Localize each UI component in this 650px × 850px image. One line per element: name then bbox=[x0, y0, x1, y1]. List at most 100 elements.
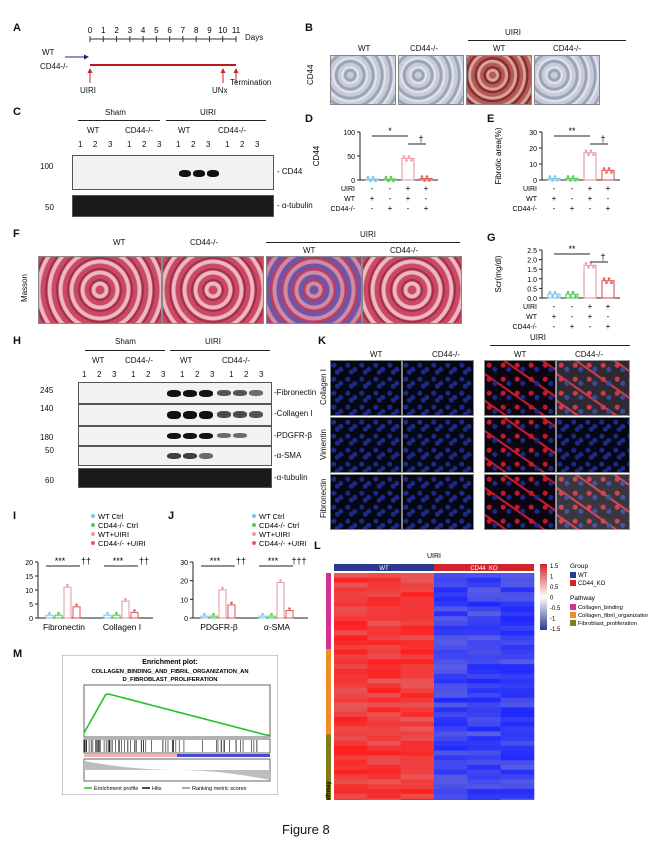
gsea-subtitle-2: D_FIBROBLAST_PROLIFERATION bbox=[123, 677, 218, 683]
data-point bbox=[610, 171, 613, 174]
heatmap-cell bbox=[334, 606, 368, 612]
lane-number: 3 bbox=[112, 370, 117, 379]
group-bar-ko bbox=[434, 564, 534, 571]
y-tick-label: 30 bbox=[180, 560, 188, 567]
heatmap-cell bbox=[434, 769, 468, 775]
factor-sign: - bbox=[371, 204, 374, 213]
lane-number: 1 bbox=[225, 140, 230, 149]
legend-group-title: Group bbox=[570, 563, 588, 570]
masson-col-wt1: WT bbox=[113, 238, 126, 247]
masson-row-label: Masson bbox=[20, 273, 29, 302]
heatmap-cell bbox=[400, 755, 435, 761]
data-point bbox=[387, 179, 390, 183]
category-label: Fibronectin bbox=[43, 622, 85, 632]
timeline-day-label: 3 bbox=[128, 26, 133, 35]
data-point bbox=[548, 175, 552, 178]
heatmap-cell bbox=[500, 726, 535, 732]
factor-row-label: UIRI bbox=[341, 186, 355, 193]
bar bbox=[601, 280, 615, 299]
y-axis-label: Fibrotic area(%) bbox=[494, 127, 503, 184]
factor-sign: + bbox=[424, 184, 429, 193]
if-uiri-label: UIRI bbox=[530, 333, 546, 342]
heatmap-cell bbox=[334, 582, 368, 588]
y-tick-label: 0.5 bbox=[527, 286, 537, 293]
heatmap-cell bbox=[400, 587, 435, 593]
legend-label: CD44-/- Ctrl bbox=[98, 521, 138, 530]
ihc-col-ko1: CD44-/- bbox=[410, 44, 439, 53]
y-tick-label: 10 bbox=[529, 162, 537, 169]
if-col-ko1: CD44-/- bbox=[432, 350, 461, 359]
heatmap-cell bbox=[400, 573, 435, 579]
bar bbox=[383, 178, 397, 181]
heatmap-cell bbox=[367, 731, 401, 737]
heatmap-cell bbox=[500, 587, 535, 593]
heatmap-cell bbox=[467, 587, 501, 593]
blotc-band-tubulin: - α-tubulin bbox=[277, 201, 313, 210]
event-termination: Termination bbox=[230, 78, 272, 87]
heatmap-cell bbox=[467, 769, 501, 775]
data-point bbox=[420, 175, 424, 178]
data-point bbox=[288, 607, 291, 610]
heatmap-cell bbox=[500, 731, 535, 737]
masson-uiri-label: UIRI bbox=[360, 230, 376, 239]
panel-label-m: M bbox=[13, 648, 23, 660]
heatmap-cell bbox=[434, 798, 468, 800]
heatmap-l: UIRI WT CD44_KO Pathway 1.5 1 0.5 0 -0.5 -1 -1.5 Gr… bbox=[326, 553, 648, 800]
lane-number: 1 bbox=[180, 370, 185, 379]
ihc-uiri-label: UIRI bbox=[505, 28, 521, 37]
heatmap-cell bbox=[434, 784, 468, 790]
ihc-col-ko2: CD44-/- bbox=[553, 44, 582, 53]
factor-sign: - bbox=[571, 312, 574, 321]
heatmap-cell bbox=[434, 741, 468, 747]
heatmap-cell bbox=[467, 640, 501, 646]
data-point bbox=[75, 603, 78, 607]
heatmap-cell bbox=[400, 789, 435, 795]
heatmap-cell bbox=[467, 606, 501, 612]
if-row-fibronectin: Fibronectin bbox=[319, 478, 328, 518]
if-col-wt1: WT bbox=[370, 350, 383, 359]
lane-number: 2 bbox=[142, 140, 147, 149]
heatmap-cell bbox=[500, 664, 535, 670]
data-point bbox=[392, 179, 395, 183]
if-image-vimentin-wt-sham bbox=[330, 417, 402, 473]
heatmap-cell bbox=[400, 693, 435, 699]
color-scale-tick: 1 bbox=[550, 575, 554, 581]
legend-label: Enrichment profile bbox=[94, 786, 138, 792]
heatmap-cell bbox=[434, 606, 468, 612]
heatmap-cell bbox=[334, 649, 368, 655]
heatmap-cell bbox=[367, 750, 401, 756]
heatmap-top-label: UIRI bbox=[427, 553, 441, 560]
heatmap-cell bbox=[367, 673, 401, 679]
heatmap-cell bbox=[434, 592, 468, 598]
heatmap-cell bbox=[367, 669, 401, 675]
heatmap-cell bbox=[367, 573, 401, 579]
heatmap-cell bbox=[367, 697, 401, 703]
heatmap-cell bbox=[334, 673, 368, 679]
timeline-day-label: 4 bbox=[141, 26, 146, 35]
blotc-cd44-strip bbox=[72, 155, 274, 190]
legend-swatch bbox=[252, 523, 256, 527]
lane-number: 3 bbox=[108, 140, 113, 149]
factor-sign: + bbox=[588, 194, 593, 203]
heatmap-cell bbox=[400, 664, 435, 670]
heatmap-cell bbox=[500, 683, 535, 689]
ihc-image-ko-uiri bbox=[534, 55, 600, 105]
blotc-marker-50: 50 bbox=[45, 203, 54, 212]
heatmap-cell bbox=[500, 659, 535, 665]
heatmap-cell bbox=[367, 654, 401, 660]
heatmap-cell bbox=[434, 673, 468, 679]
data-point bbox=[566, 290, 570, 294]
bar bbox=[218, 589, 227, 619]
heatmap-cell bbox=[467, 688, 501, 694]
data-point bbox=[133, 609, 136, 612]
bar bbox=[583, 264, 597, 299]
y-tick-label: 0 bbox=[184, 616, 188, 623]
sig-marker: †† bbox=[81, 556, 91, 566]
data-point bbox=[589, 262, 593, 265]
heatmap-cell bbox=[400, 635, 435, 641]
heatmap-cell bbox=[334, 654, 368, 660]
heatmap-cell bbox=[467, 702, 501, 708]
heatmap-cell bbox=[500, 693, 535, 699]
data-point bbox=[66, 583, 69, 587]
heatmap-cell bbox=[500, 688, 535, 694]
